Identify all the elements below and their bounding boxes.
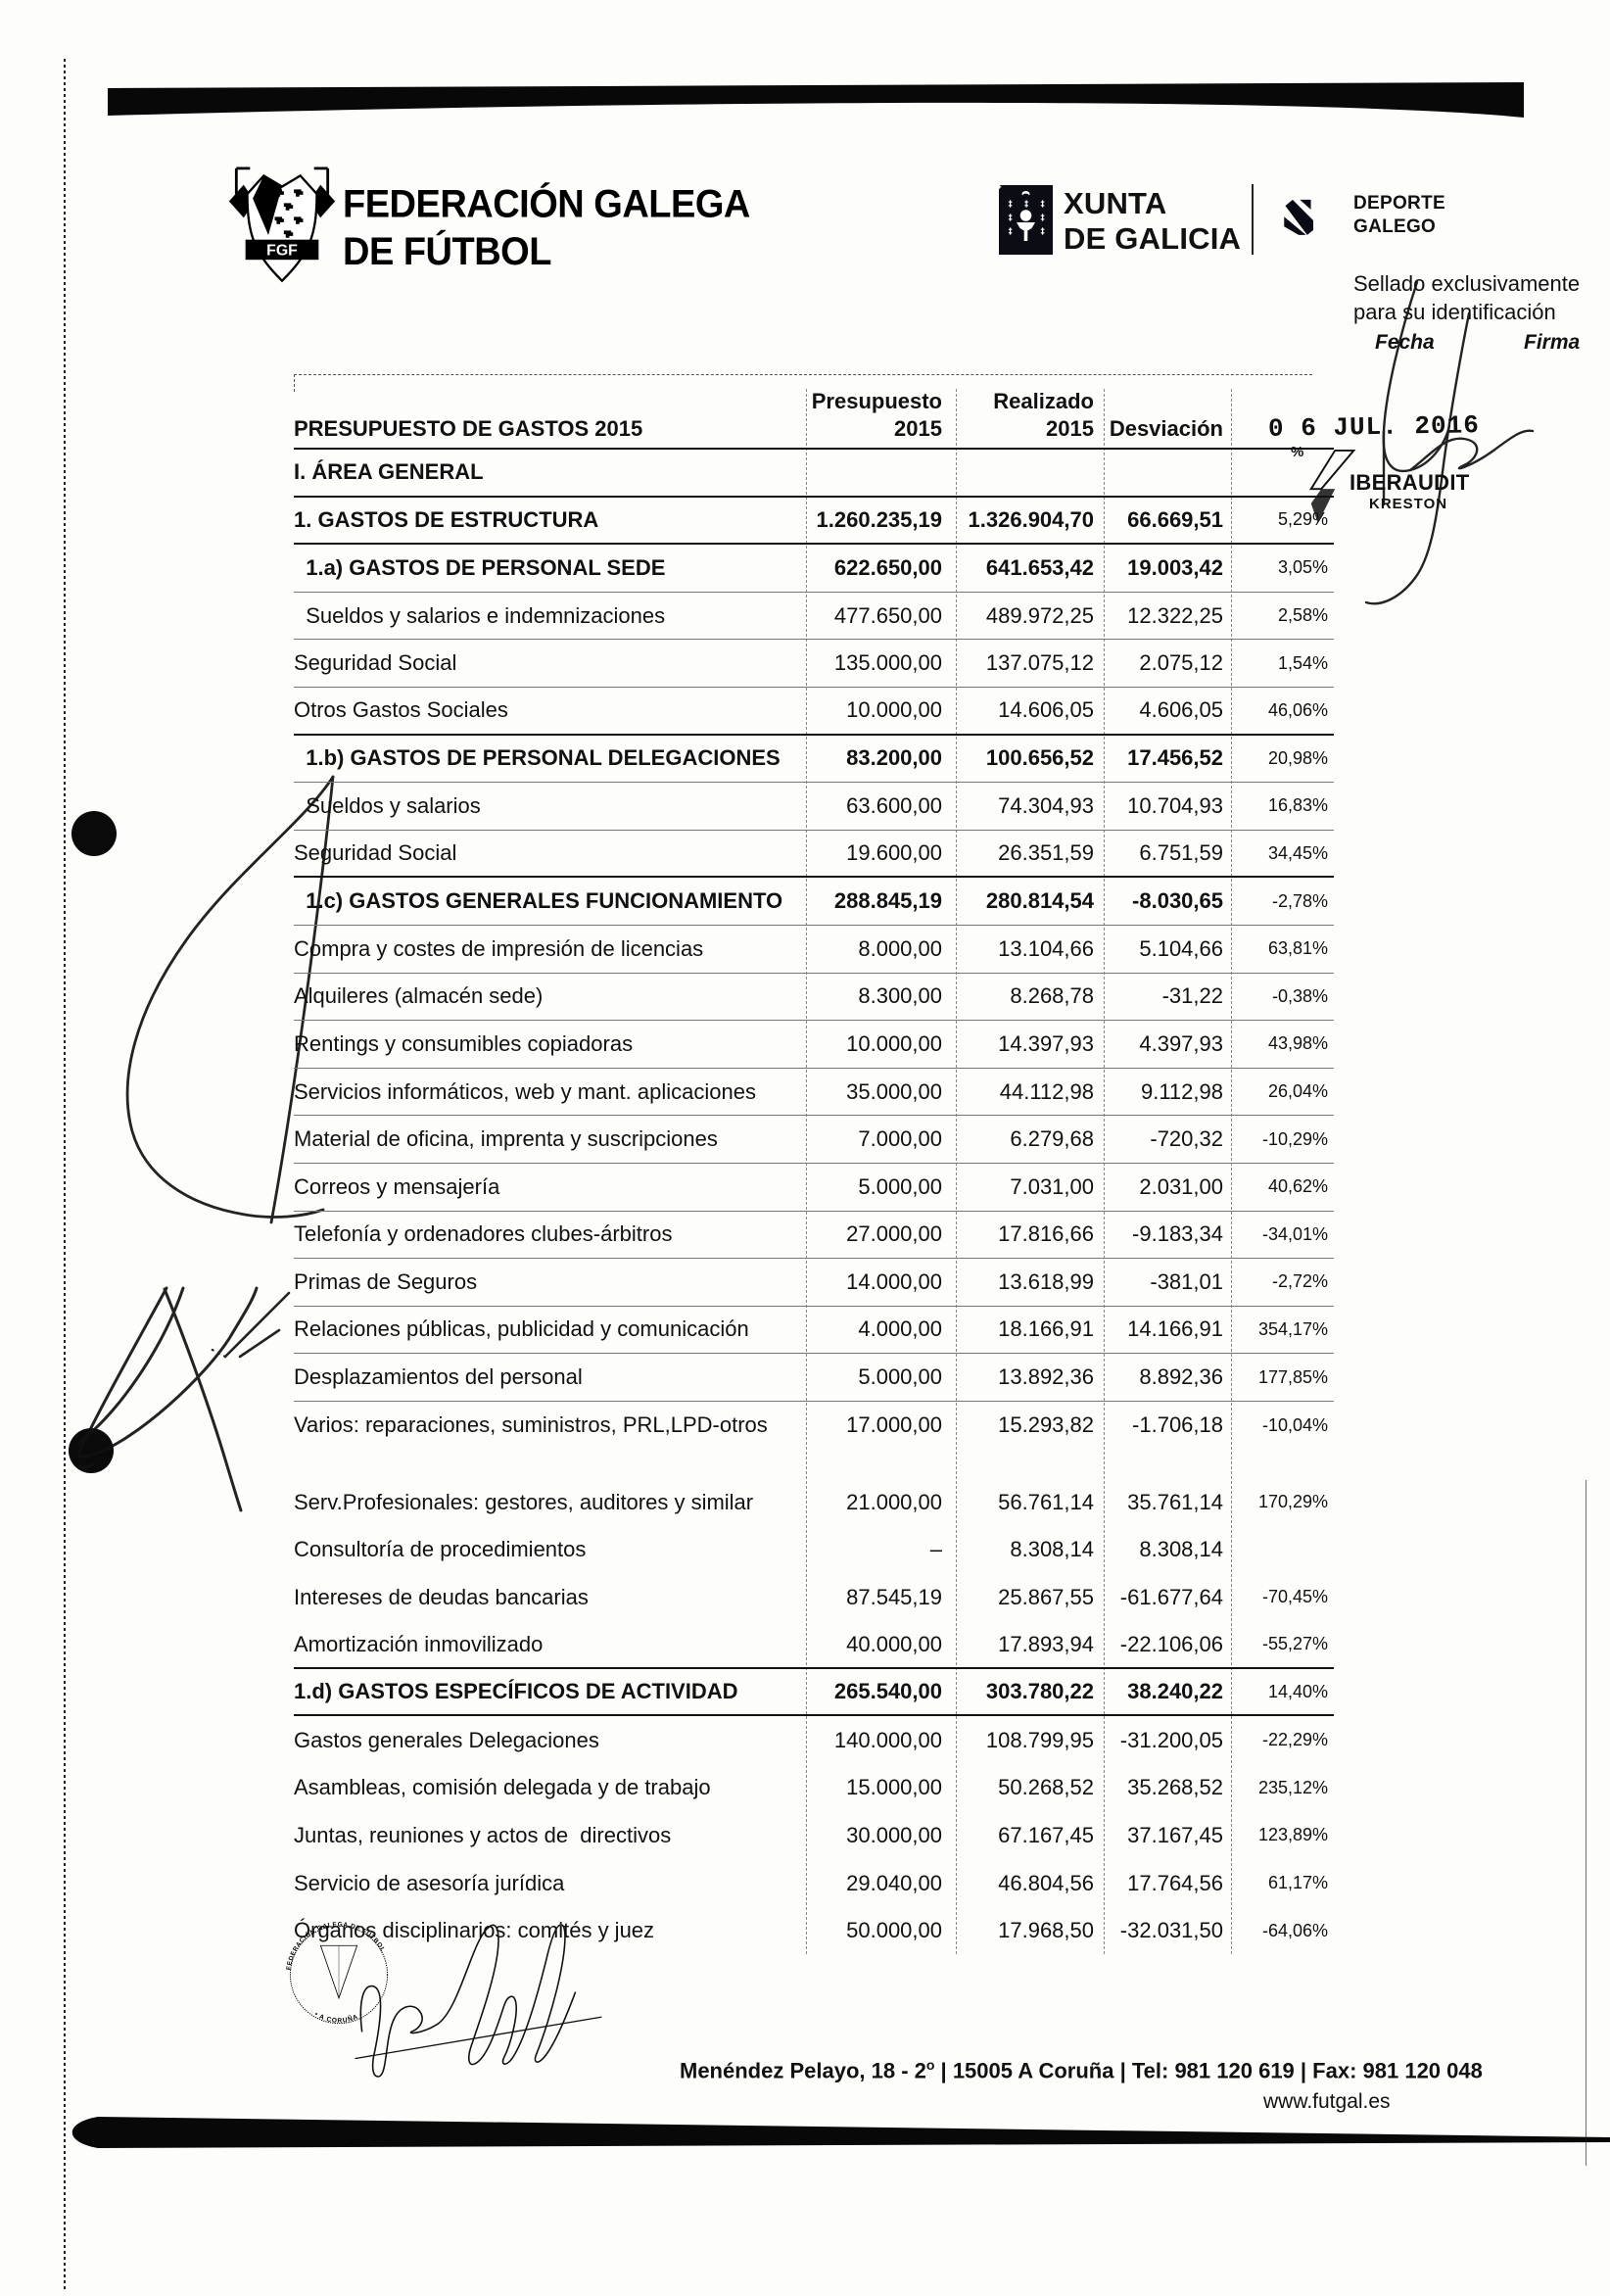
svg-text:FGF: FGF: [266, 243, 298, 260]
